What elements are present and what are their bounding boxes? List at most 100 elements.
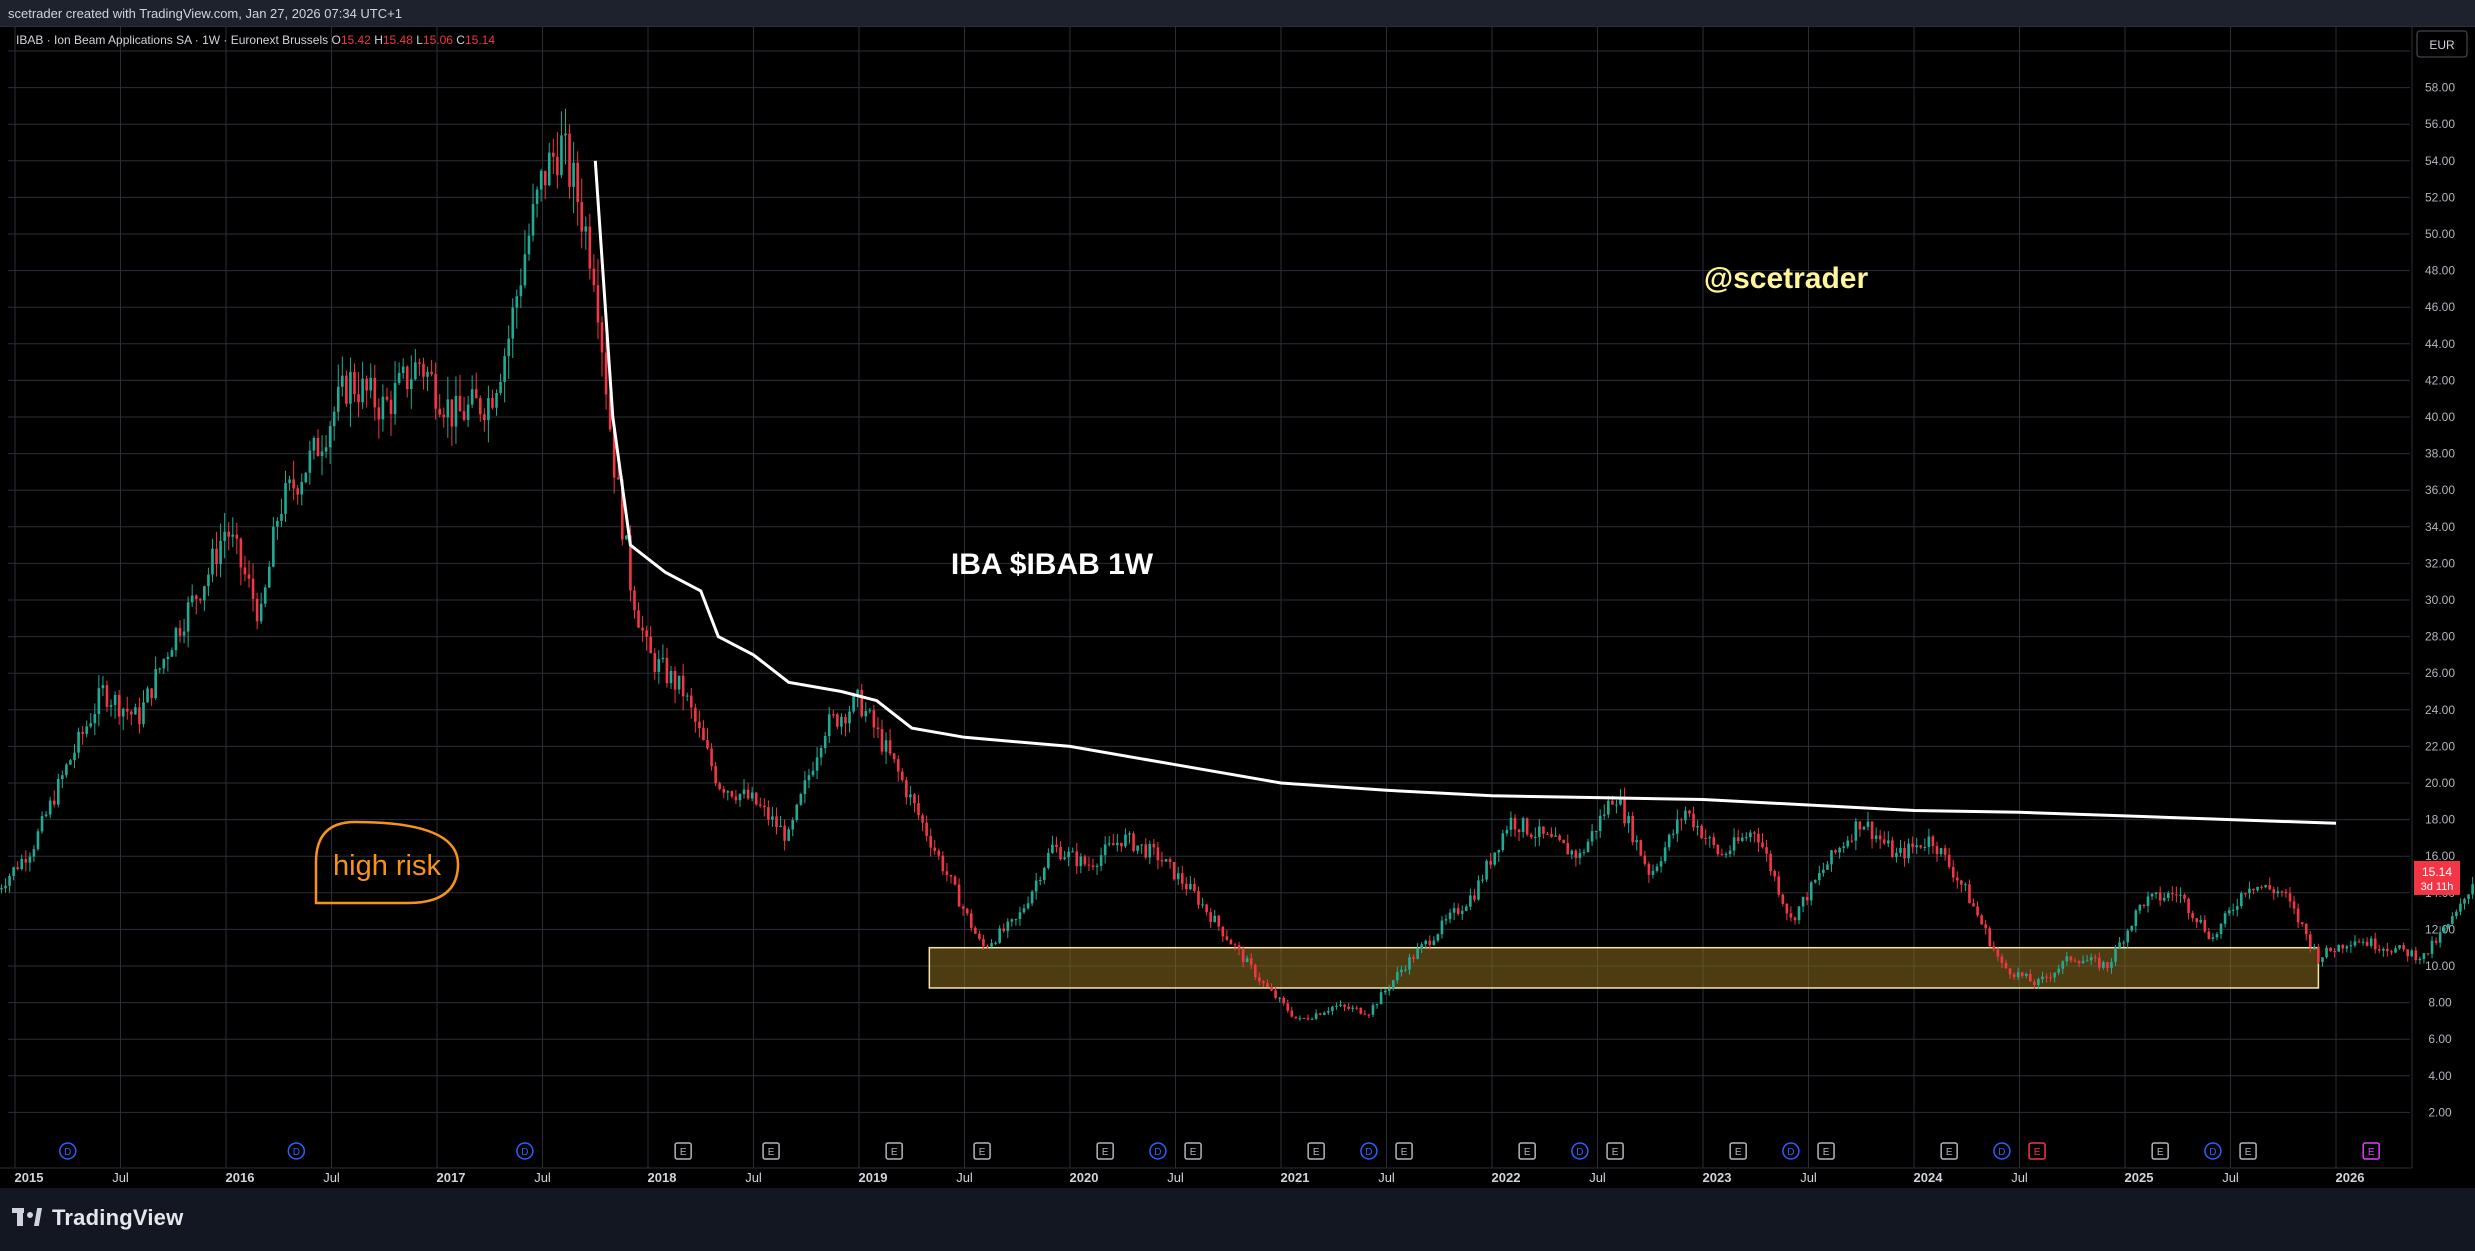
dividend-marker[interactable] <box>1149 1142 1167 1160</box>
candle-body <box>1521 818 1525 833</box>
earnings-marker[interactable] <box>973 1142 991 1160</box>
event-marker-label: E <box>1735 1147 1742 1158</box>
candle-body <box>466 404 470 420</box>
moving-average-line[interactable] <box>593 160 2337 825</box>
candle-body <box>1765 847 1768 854</box>
earnings-marker[interactable] <box>1606 1142 1624 1160</box>
candle-body <box>1676 819 1679 834</box>
earnings-marker[interactable] <box>1096 1142 1114 1160</box>
candle-body <box>227 531 231 537</box>
candle-body <box>2138 904 2142 911</box>
candle-body <box>2309 934 2312 948</box>
candle-body <box>361 378 364 403</box>
tradingview-logo[interactable]: TradingView <box>12 1205 183 1231</box>
candle-body <box>341 375 344 387</box>
candle-body <box>194 595 198 600</box>
candle-body <box>1168 859 1172 863</box>
candle-body <box>2183 894 2186 899</box>
candle-body <box>1254 964 1257 978</box>
candle-body <box>2215 934 2219 938</box>
candle-body <box>580 201 584 232</box>
candle-body <box>1951 866 1955 878</box>
candle-body <box>961 906 965 909</box>
earnings-marker[interactable] <box>1518 1142 1536 1160</box>
x-tick-label: 2016 <box>226 1170 255 1185</box>
last-price-tag[interactable] <box>2414 860 2460 895</box>
candle-body <box>588 226 592 269</box>
earnings-marker[interactable] <box>1395 1142 1413 1160</box>
candle-body <box>1404 969 1407 971</box>
dividend-marker[interactable] <box>1782 1142 1800 1160</box>
price-axis[interactable] <box>2412 27 2475 1168</box>
candle-body <box>2106 962 2109 968</box>
x-tick-label: 2017 <box>437 1170 466 1185</box>
candle-body <box>2430 940 2434 954</box>
earnings-marker[interactable] <box>2239 1142 2257 1160</box>
candle-body <box>2126 930 2130 943</box>
event-marker-label: E <box>2157 1147 2164 1158</box>
candle-body <box>1822 869 1825 873</box>
candle-body <box>52 800 56 805</box>
support-zone[interactable] <box>928 946 2320 989</box>
earnings-marker[interactable] <box>885 1142 903 1160</box>
candle-body <box>1452 908 1456 913</box>
candle-body <box>1501 833 1505 851</box>
candle-body <box>827 714 831 737</box>
candle-body <box>2122 942 2125 944</box>
candle-body <box>40 816 44 832</box>
candle-body <box>150 688 153 699</box>
dividend-marker[interactable] <box>59 1142 77 1160</box>
candle-body <box>661 657 665 660</box>
y-tick-label: 32.00 <box>2425 556 2455 570</box>
header-bar: scetrader created with TradingView.com, … <box>0 0 2475 27</box>
candle-body <box>1030 891 1034 904</box>
earnings-marker[interactable] <box>1729 1142 1747 1160</box>
candle-body <box>1562 839 1565 844</box>
x-tick-label: Jul <box>1589 1170 1606 1185</box>
earnings-marker[interactable] <box>762 1142 780 1160</box>
dividend-marker[interactable] <box>1360 1142 1378 1160</box>
earnings-marker[interactable] <box>1940 1142 1958 1160</box>
candle-body <box>974 927 977 934</box>
candle-body <box>1947 854 1951 867</box>
candle-body <box>353 371 356 395</box>
candle-body <box>381 396 385 420</box>
high-risk-callout[interactable] <box>314 820 460 905</box>
earnings-marker[interactable] <box>674 1142 692 1160</box>
candle-body <box>1955 877 1959 881</box>
candle-body <box>1680 819 1683 821</box>
candle-body <box>1513 817 1517 830</box>
candle-body <box>1176 873 1180 880</box>
earnings-marker[interactable] <box>1817 1142 1835 1160</box>
candle-body <box>1647 863 1651 875</box>
candle-body <box>2000 956 2004 964</box>
candle-body <box>1761 842 1764 848</box>
dividend-marker[interactable] <box>287 1142 306 1160</box>
candle-body <box>552 152 555 157</box>
candle-body <box>900 771 904 781</box>
candle-body <box>1286 1003 1290 1011</box>
candle-body <box>48 800 52 815</box>
candle-body <box>1870 821 1874 839</box>
candle-body <box>848 711 851 724</box>
dividend-marker[interactable] <box>1571 1142 1589 1160</box>
earnings-marker[interactable] <box>1307 1142 1325 1160</box>
candle-body <box>1858 821 1862 830</box>
x-tick-label: Jul <box>112 1170 129 1185</box>
candle-body <box>450 399 454 427</box>
candle-body <box>2024 973 2028 976</box>
earnings-marker[interactable] <box>2151 1142 2169 1160</box>
candle-body <box>608 394 612 430</box>
candle-body <box>596 285 600 323</box>
candle-body <box>312 438 316 451</box>
dividend-marker[interactable] <box>2204 1142 2222 1160</box>
earnings-marker[interactable] <box>2362 1142 2380 1160</box>
earnings-marker[interactable] <box>2028 1142 2046 1160</box>
dividend-marker[interactable] <box>1993 1142 2011 1160</box>
dividend-marker[interactable] <box>516 1142 534 1160</box>
earnings-marker[interactable] <box>1184 1142 1202 1160</box>
currency-button[interactable] <box>2416 30 2468 58</box>
x-tick-label: Jul <box>1167 1170 1184 1185</box>
candle-body <box>1988 928 1992 947</box>
